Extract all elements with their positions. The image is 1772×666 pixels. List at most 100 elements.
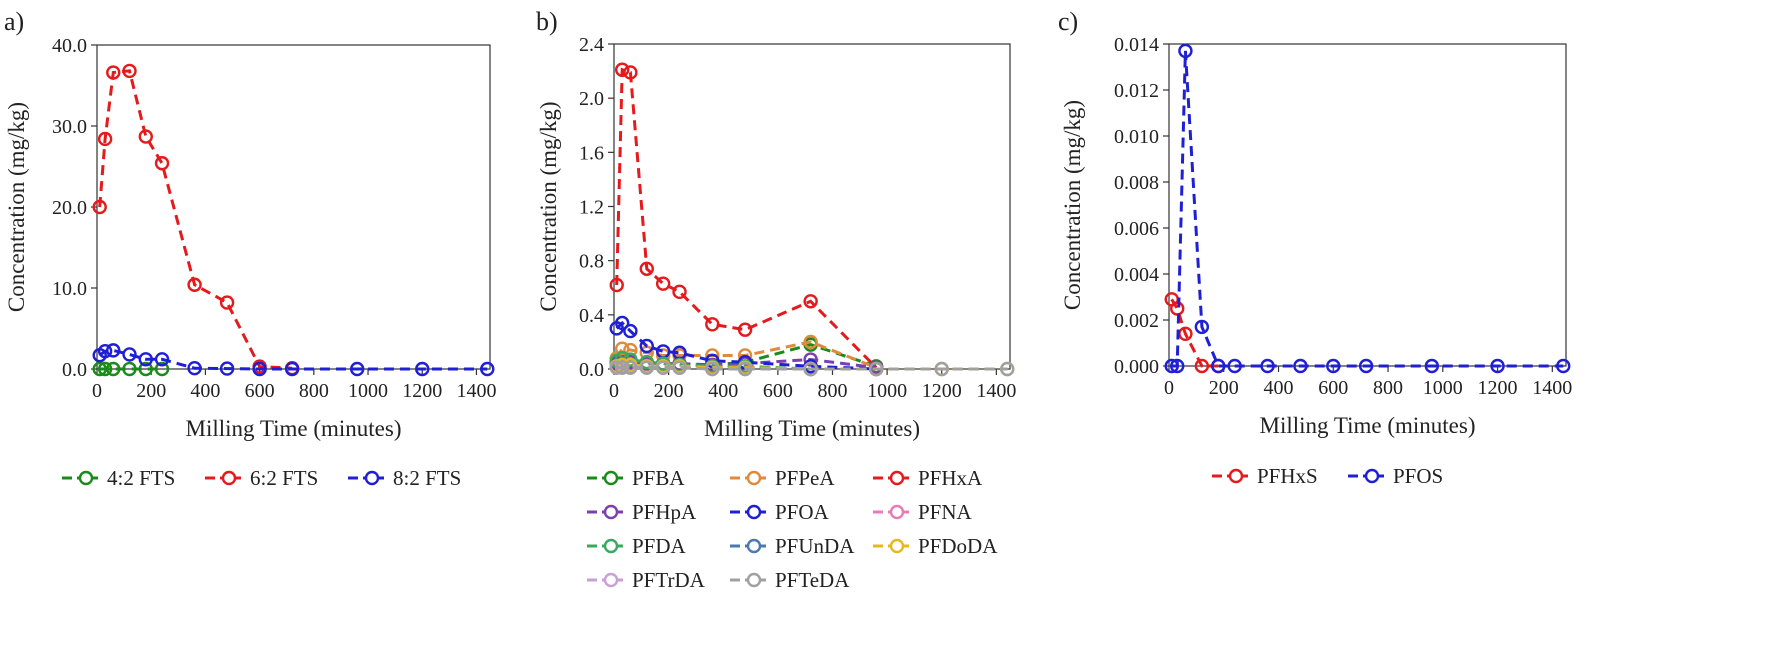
series-8-2-fts: [92, 343, 495, 377]
y-tick-label: 1.6: [579, 142, 604, 164]
x-tick-label: 1400: [976, 380, 1016, 402]
legend-label: PFHxS: [1257, 464, 1318, 488]
legend-item: PFUnDA: [730, 534, 855, 558]
data-point: [219, 295, 235, 310]
legend-item: PFTrDA: [587, 568, 706, 592]
y-tick-label: 2.0: [579, 88, 604, 110]
data-point: [655, 360, 671, 375]
legend-item: PFHxS: [1212, 464, 1318, 488]
legend-item: PFBA: [587, 466, 685, 490]
legend-label: PFDA: [632, 534, 687, 558]
legend-label: PFPeA: [775, 466, 835, 490]
x-tick-label: 200: [136, 380, 166, 402]
legend-swatch-marker: [78, 470, 94, 486]
data-point: [349, 361, 365, 377]
legend-swatch-marker: [746, 572, 762, 588]
y-tick-label: 1.2: [579, 197, 604, 219]
legend-label: 6:2 FTS: [250, 466, 318, 490]
series-pfos: [1164, 43, 1571, 374]
legend-swatch-marker: [889, 538, 905, 554]
data-point: [187, 360, 202, 376]
data-point: [122, 63, 137, 79]
data-point: [1326, 358, 1341, 374]
data-point: [480, 361, 495, 377]
data-point: [252, 361, 267, 377]
data-point: [672, 284, 687, 300]
legend: 4:2 FTS 6:2 FTS 8:2 FTS: [62, 466, 461, 490]
x-tick-label: 0: [1164, 377, 1174, 399]
legend-item: PFDoDA: [873, 534, 998, 558]
x-tick-label: 400: [1264, 377, 1294, 399]
legend-swatch-marker: [364, 470, 380, 486]
x-tick-label: 200: [654, 380, 684, 402]
data-point: [154, 352, 170, 367]
data-point: [122, 361, 137, 377]
x-tick-label: 200: [1209, 377, 1239, 399]
data-point: [1556, 358, 1571, 374]
panel-a: a) 0.0 10.0 20.0 30.0 40.0 0 200 400 600 800 1000 12…: [4, 7, 496, 490]
data-point: [737, 322, 753, 337]
series-pfhxa: [609, 62, 884, 375]
legend-item: PFHpA: [587, 500, 697, 524]
data-point: [415, 361, 430, 377]
y-tick-label: 0.012: [1114, 80, 1159, 102]
legend-swatch-marker: [221, 470, 237, 486]
legend-label: PFTeDA: [775, 568, 850, 592]
data-point: [639, 338, 654, 354]
data-point: [1170, 358, 1185, 374]
data-point: [92, 199, 107, 215]
legend-label: PFBA: [632, 466, 685, 490]
y-tick-label: 0.0: [579, 359, 604, 381]
series-line: [615, 320, 877, 371]
data-point: [284, 361, 300, 377]
x-tick-label: 1000: [1423, 377, 1463, 399]
legend-item: PFOA: [730, 500, 830, 524]
x-tick-label: 1000: [867, 380, 907, 402]
legend-item: PFDA: [587, 534, 687, 558]
data-point: [154, 156, 170, 171]
y-tick-label: 30.0: [52, 116, 87, 138]
legend-label: PFOA: [775, 500, 830, 524]
x-tick-label: 600: [763, 380, 793, 402]
legend-label: PFHxA: [918, 466, 983, 490]
panel-label: a): [4, 7, 24, 36]
y-tick-label: 10.0: [52, 278, 87, 300]
data-point: [1178, 43, 1193, 59]
data-point: [672, 360, 687, 375]
legend-item: 6:2 FTS: [205, 466, 318, 490]
legend-swatch-marker: [603, 504, 619, 520]
data-point: [614, 360, 630, 375]
data-point: [106, 361, 121, 377]
legend-item: PFOS: [1348, 464, 1443, 488]
series-line: [615, 67, 878, 369]
y-tick-label: 0.000: [1114, 356, 1159, 378]
data-point: [106, 343, 121, 358]
data-point: [1000, 361, 1015, 377]
x-tick-label: 1200: [1478, 377, 1518, 399]
x-tick-label: 1000: [348, 380, 388, 402]
panel-c: c) 0.000 0.002 0.004 0.006 0.008 0.010 0.012 0.0…: [1058, 7, 1572, 488]
legend-item: PFTeDA: [730, 568, 850, 592]
legend-swatch-marker: [889, 504, 905, 520]
legend-swatch-marker: [603, 538, 619, 554]
data-point: [97, 131, 113, 147]
data-point: [614, 341, 630, 356]
plot-frame: [1168, 43, 1567, 367]
legend-label: PFUnDA: [775, 534, 855, 558]
x-tick-label: 800: [817, 380, 847, 402]
data-point: [803, 352, 818, 367]
series-line: [98, 69, 293, 370]
legend-swatch-marker: [746, 504, 762, 520]
x-tick-label: 0: [92, 380, 102, 402]
legend-label: PFHpA: [632, 500, 697, 524]
x-tick-label: 400: [708, 380, 738, 402]
legend-label: PFDoDA: [918, 534, 998, 558]
x-tick-label: 600: [1318, 377, 1348, 399]
data-point: [609, 360, 624, 375]
data-point: [614, 315, 630, 331]
panel-label: c): [1058, 7, 1078, 36]
y-tick-label: 0.4: [579, 305, 604, 327]
data-point: [609, 277, 624, 293]
series-line: [1171, 50, 1564, 368]
